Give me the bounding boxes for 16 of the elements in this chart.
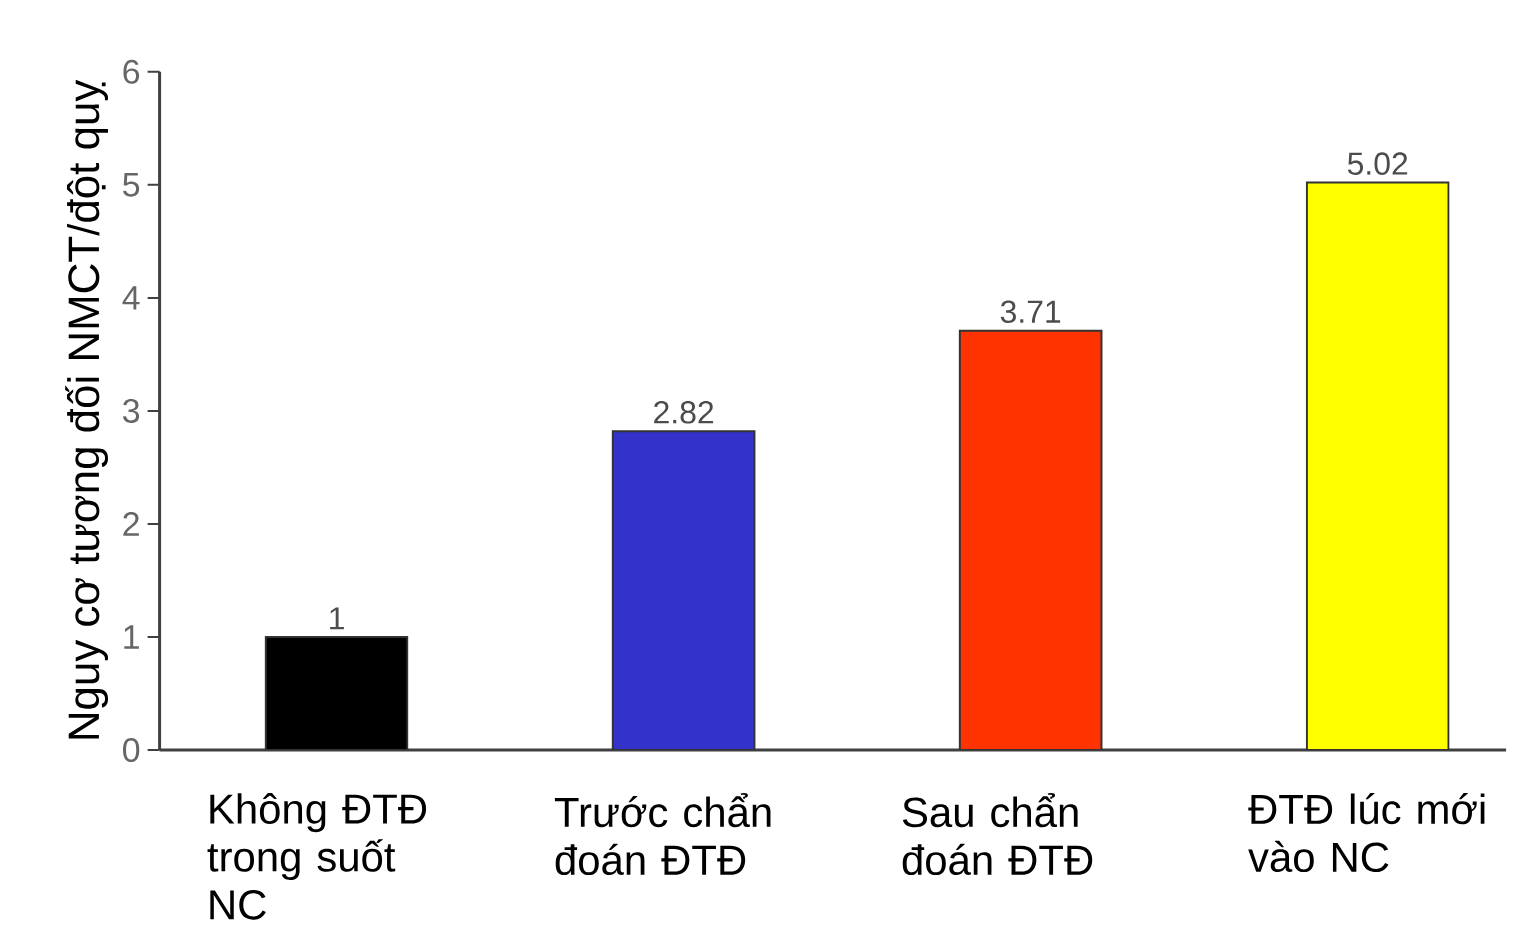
y-tick-label: 5 <box>123 172 140 197</box>
x-tick-label: Sau chẩn đoán ĐTĐ <box>902 792 1093 875</box>
y-tick-label: 2 <box>123 511 139 536</box>
data-label: 1 <box>330 607 344 630</box>
data-label: 5.02 <box>1347 152 1408 175</box>
data-label: 2.82 <box>654 400 714 424</box>
y-tick-label: 3 <box>123 398 140 423</box>
x-tick-label: Trước chẩn đoán ĐTĐ <box>554 792 771 875</box>
y-tick-label: 0 <box>123 737 140 762</box>
x-tick-label: Không ĐTĐ trong suốt NC <box>207 792 427 920</box>
y-axis-title: Nguy cơ tương đối NMCT/đột quỵ <box>65 79 109 739</box>
y-tick-label: 4 <box>122 286 140 310</box>
x-tick-label: ĐTĐ lúc mới vào NC <box>1248 792 1485 872</box>
y-tick-label: 1 <box>124 625 139 649</box>
y-tick-label: 6 <box>123 59 140 84</box>
data-label: 3.71 <box>1000 300 1061 323</box>
